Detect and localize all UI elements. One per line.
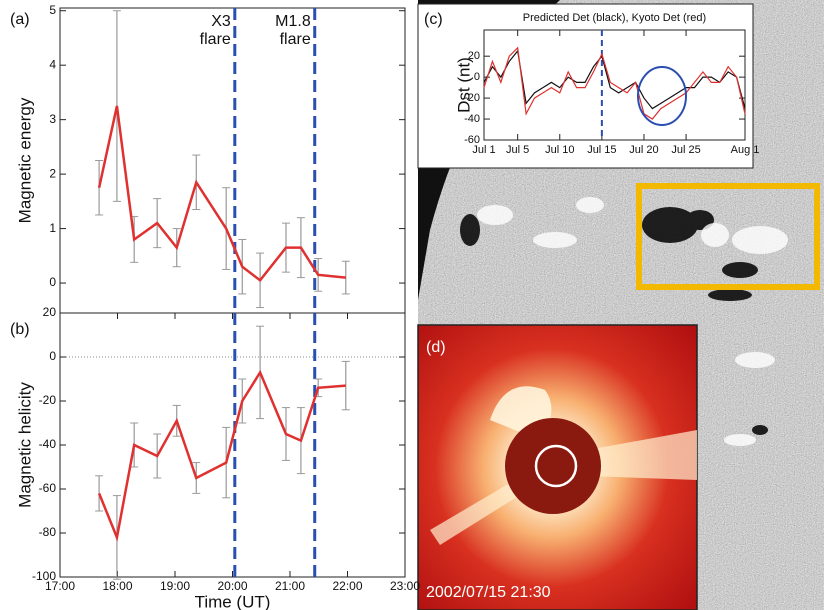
y-tick-label: 5	[49, 3, 56, 17]
coronagraph: (d) 2002/07/15 21:30	[418, 325, 697, 610]
figure: (d) 2002/07/15 21:30 012345X3flareM1.8fl…	[0, 0, 824, 610]
panel-label: (a)	[10, 11, 30, 28]
y-axis-label: Magnetic energy	[15, 97, 34, 223]
x-tick-label: Jul 25	[671, 144, 700, 156]
x-tick-label: 19:00	[160, 579, 190, 593]
x-tick-label: 21:00	[275, 579, 305, 593]
panel-label: (b)	[10, 321, 30, 338]
y-tick-label: -60	[39, 481, 57, 495]
timestamp: 2002/07/15 21:30	[426, 584, 551, 601]
flare-label: X3	[211, 13, 231, 30]
y-tick-label: -80	[39, 525, 57, 539]
x-tick-label: Jul 15	[587, 144, 616, 156]
x-tick-label: 20:00	[217, 579, 247, 593]
y-axis-label: Dst (nt)	[454, 57, 473, 113]
panel-label: (d)	[426, 339, 446, 356]
y-tick-label: 0	[49, 349, 56, 363]
y-tick-label: -40	[464, 113, 480, 125]
plot-frame	[60, 313, 405, 577]
x-tick-label: Jul 20	[629, 144, 658, 156]
x-tick-label: Jul 1	[472, 144, 495, 156]
x-tick-label: 17:00	[45, 579, 75, 593]
x-tick-label: 18:00	[102, 579, 132, 593]
y-tick-label: -40	[39, 437, 57, 451]
y-tick-label: 2	[49, 166, 56, 180]
y-tick-label: 20	[43, 305, 57, 319]
y-tick-label: 3	[49, 112, 56, 126]
flare-label: flare	[200, 31, 231, 48]
x-axis-label: Time (UT)	[195, 592, 271, 610]
y-axis-label: Magnetic helicity	[15, 382, 34, 508]
y-tick-label: 1	[49, 221, 56, 235]
flare-label: M1.8	[275, 13, 311, 30]
x-tick-label: Jul 10	[545, 144, 574, 156]
x-tick-label: Aug 1	[731, 144, 760, 156]
x-tick-label: Jul 5	[506, 144, 529, 156]
panel-label: (c)	[424, 11, 443, 28]
y-tick-label: 0	[474, 71, 480, 83]
y-tick-label: 0	[49, 275, 56, 289]
flare-label: flare	[280, 31, 311, 48]
x-tick-label: 23:00	[390, 579, 420, 593]
chart-title: Predicted Det (black), Kyoto Det (red)	[523, 12, 706, 24]
x-tick-label: 22:00	[332, 579, 362, 593]
y-tick-label: -20	[39, 393, 57, 407]
plot-frame	[60, 8, 405, 313]
y-tick-label: 4	[49, 57, 56, 71]
